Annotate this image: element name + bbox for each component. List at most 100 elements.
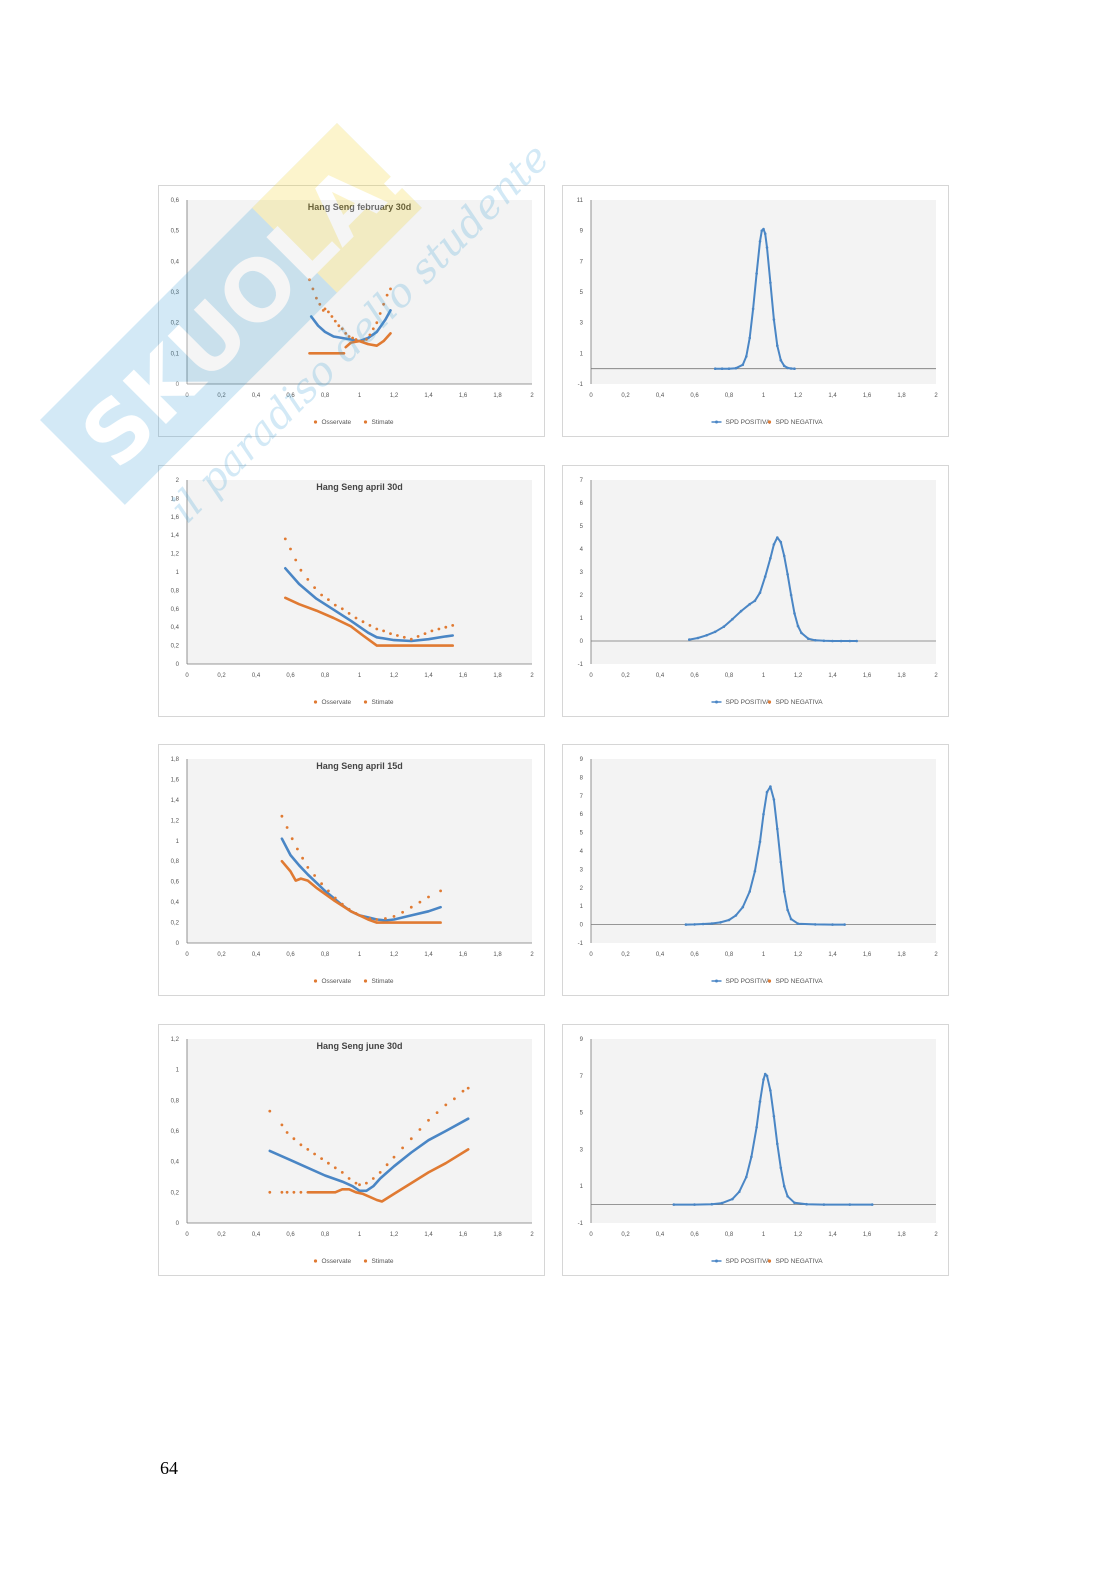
data-point [822,639,826,643]
chart-iv-apr30-svg: 0 0,2 0,4 0,6 0,8 1 1,2 1,4 1,6 1,8 2 0 0,2 0,4 0,6 0,8… [171,478,535,706]
x-tick-label: 1,2 [794,673,803,679]
x-tick-label: 0,8 [725,393,734,399]
series-line [268,1117,470,1193]
data-point [327,889,330,893]
plot-area [591,759,936,943]
data-point [800,631,803,635]
x-tick-label: 1,4 [828,673,837,679]
data-point [755,272,758,275]
legend-swatch [767,700,772,704]
legend-label: SPD NEGATIVA [776,978,824,985]
legend-label: Osservate [322,978,352,985]
x-tick-label: 0,6 [690,673,699,679]
x-tick-label: 1,4 [424,1232,433,1238]
y-tick-label: 3 [580,321,584,327]
data-point [385,293,389,297]
x-tick-label: 0,4 [656,952,665,958]
data-point [776,536,779,539]
x-tick-label: 0 [589,393,593,399]
data-point [418,900,422,904]
data-point [701,922,705,926]
x-tick-label: 1,2 [794,393,803,399]
x-tick-label: 1,6 [459,1232,468,1238]
x-tick-label: 1,2 [390,1232,399,1238]
series-line [306,1148,470,1203]
data-point [779,860,783,864]
data-point [344,332,348,335]
data-point [870,1203,874,1206]
x-tick-label: 1,2 [390,952,399,958]
data-point [758,240,762,243]
x-tick-label: 1,8 [493,393,502,399]
x-tick-label: 1,8 [493,1232,502,1238]
y-tick-label: 0 [176,941,180,947]
data-point [320,593,323,597]
plot-area [187,480,532,664]
data-point [389,287,392,291]
data-point [739,609,743,613]
data-point [323,307,327,311]
x-tick-label: 0 [589,673,593,679]
data-point [758,591,762,594]
data-point [285,1190,289,1194]
chart-iv-feb30: 0 0,1 0,2 0,3 0,4 0,5 0,6 0 0,2 0,4 0,6 0,8 1 1,2 1,4 1… [158,185,545,437]
data-point [763,575,767,578]
x-tick-label: 1,2 [390,393,399,399]
y-tick-label: 1 [176,839,180,845]
y-tick-label: 1,6 [171,777,180,783]
legend-swatch [715,700,718,704]
y-tick-label: -1 [578,941,584,947]
y-tick-label: 1,6 [171,515,180,521]
data-point [755,1126,758,1129]
data-point [313,1152,316,1156]
data-point [765,246,769,249]
data-point [416,635,420,638]
x-tick-label: 0,4 [656,673,665,679]
y-tick-label: 5 [580,524,584,530]
x-tick-label: 0,8 [321,952,330,958]
data-point [760,229,764,232]
data-point [378,312,382,315]
data-point [762,812,765,816]
y-tick-label: 5 [580,290,584,296]
data-point [762,1078,765,1081]
data-point [745,1175,748,1179]
y-tick-label: 5 [580,831,584,837]
x-tick-label: 0,8 [725,1232,734,1238]
legend-swatch [363,420,368,424]
x-tick-label: 0,2 [621,1232,630,1238]
x-tick-label: 0 [185,673,189,679]
legend-swatch [313,700,318,704]
x-tick-label: 2 [530,673,534,679]
data-point [365,1181,368,1185]
chart-iv-apr15: 0 0,2 0,4 0,6 0,8 1 1,2 1,4 1,6 1,8 0 0,2 0,4 0,6 0,8 1… [158,744,545,996]
y-tick-label: 11 [577,198,584,204]
data-point [793,612,796,615]
data-point [831,923,834,926]
data-point [855,639,858,643]
data-point [710,1202,714,1206]
x-tick-label: 0,2 [217,952,226,958]
data-point [796,922,800,925]
x-tick-label: 1,2 [390,673,399,679]
data-point [375,627,379,631]
y-tick-label: 0,4 [171,259,180,265]
page-number: 64 [160,1458,178,1478]
data-point [839,639,843,643]
x-tick-label: 0,6 [286,673,295,679]
y-tick-label: 0 [580,639,584,645]
legend-swatch [767,979,772,983]
data-point [320,1157,323,1160]
data-point [368,624,372,627]
plot-area [591,1039,936,1223]
series-line [280,859,442,924]
data-point [738,1190,741,1193]
legend-swatch [313,420,318,424]
x-tick-label: 0 [185,952,189,958]
data-point [375,918,379,921]
data-point [753,869,757,873]
legend-label: SPD NEGATIVA [776,419,824,426]
legend-swatch [767,1259,772,1263]
legend-label: SPD NEGATIVA [776,1258,824,1265]
data-point [296,847,299,851]
